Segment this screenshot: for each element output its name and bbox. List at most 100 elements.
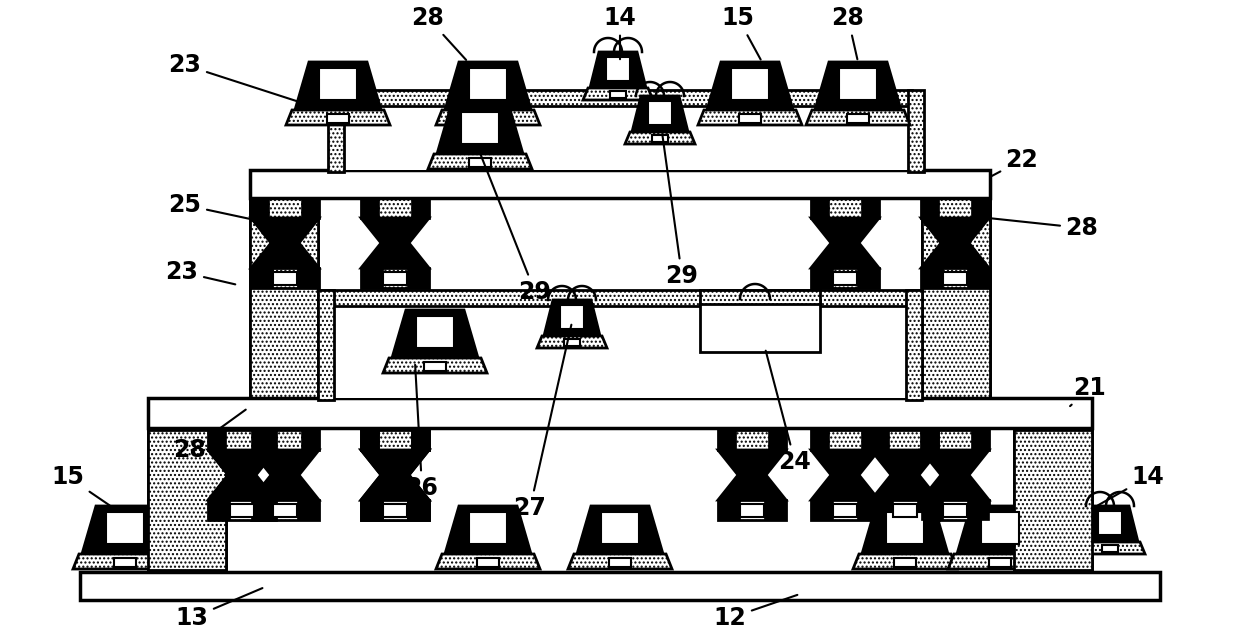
Text: 12: 12 xyxy=(714,595,797,630)
Bar xyxy=(477,558,498,567)
Polygon shape xyxy=(862,506,949,554)
Polygon shape xyxy=(853,554,957,569)
Bar xyxy=(921,198,990,218)
Bar xyxy=(361,268,383,288)
Polygon shape xyxy=(208,450,277,500)
Bar xyxy=(383,272,407,285)
Polygon shape xyxy=(870,450,939,475)
Bar xyxy=(701,290,820,304)
Bar xyxy=(610,91,626,98)
Bar xyxy=(701,300,820,352)
Polygon shape xyxy=(957,506,1043,554)
Bar xyxy=(273,504,298,517)
Bar xyxy=(410,430,429,450)
Bar xyxy=(923,198,990,398)
Bar xyxy=(839,68,877,100)
Bar xyxy=(415,316,454,348)
Text: 29: 29 xyxy=(662,135,698,288)
Bar xyxy=(254,500,277,520)
Bar xyxy=(811,268,833,288)
Bar xyxy=(1014,430,1092,570)
Bar xyxy=(250,500,319,520)
Polygon shape xyxy=(250,218,319,243)
Polygon shape xyxy=(921,218,990,243)
Bar xyxy=(857,500,879,520)
Polygon shape xyxy=(921,475,990,500)
Bar xyxy=(921,198,939,218)
Bar xyxy=(847,114,869,123)
Polygon shape xyxy=(436,110,539,125)
Bar xyxy=(334,290,906,398)
Bar xyxy=(811,430,879,450)
Bar xyxy=(105,512,144,544)
Polygon shape xyxy=(361,243,429,268)
Polygon shape xyxy=(625,132,694,144)
Bar xyxy=(921,500,990,520)
Bar xyxy=(971,430,990,450)
Polygon shape xyxy=(811,243,879,268)
Bar xyxy=(317,290,334,400)
Bar xyxy=(601,512,639,544)
Polygon shape xyxy=(208,450,277,475)
Polygon shape xyxy=(811,218,879,243)
Bar xyxy=(148,430,226,570)
Bar xyxy=(971,198,990,218)
Polygon shape xyxy=(286,110,391,125)
Polygon shape xyxy=(361,475,429,500)
Bar xyxy=(361,500,429,520)
Bar xyxy=(301,198,319,218)
Bar xyxy=(942,504,967,517)
Bar xyxy=(273,272,298,285)
Bar xyxy=(258,430,277,450)
Bar xyxy=(250,198,269,218)
Polygon shape xyxy=(632,96,688,132)
Bar xyxy=(921,430,939,450)
Bar xyxy=(652,135,668,142)
Bar xyxy=(250,430,269,450)
Polygon shape xyxy=(361,218,429,243)
Bar xyxy=(407,500,429,520)
Bar xyxy=(361,430,379,450)
Bar xyxy=(361,430,429,450)
Polygon shape xyxy=(583,88,653,100)
Bar xyxy=(811,500,879,520)
Bar xyxy=(148,398,1092,428)
Text: 23: 23 xyxy=(166,260,236,284)
Polygon shape xyxy=(361,450,429,475)
Bar xyxy=(250,430,319,450)
Polygon shape xyxy=(568,554,672,569)
Text: 21: 21 xyxy=(1070,376,1106,406)
Bar xyxy=(361,430,379,450)
Bar xyxy=(649,101,672,125)
Bar xyxy=(1016,432,1087,568)
Bar xyxy=(732,68,769,100)
Text: 29: 29 xyxy=(479,150,552,304)
Polygon shape xyxy=(436,106,523,154)
Bar xyxy=(407,500,429,520)
Text: 26: 26 xyxy=(405,365,439,500)
Bar xyxy=(361,268,429,288)
Bar xyxy=(153,432,222,568)
Text: 24: 24 xyxy=(766,351,811,474)
Polygon shape xyxy=(921,450,990,475)
Polygon shape xyxy=(921,218,990,268)
Bar xyxy=(208,430,226,450)
Polygon shape xyxy=(698,110,802,125)
Polygon shape xyxy=(811,475,879,500)
Bar xyxy=(967,500,990,520)
Bar xyxy=(861,430,879,450)
Text: 28: 28 xyxy=(832,6,864,60)
Polygon shape xyxy=(949,554,1052,569)
Bar xyxy=(361,500,383,520)
Bar xyxy=(250,500,273,520)
Polygon shape xyxy=(82,506,167,554)
Bar xyxy=(921,268,990,288)
Text: 28: 28 xyxy=(412,6,466,60)
Bar xyxy=(148,430,226,570)
Text: 22: 22 xyxy=(991,148,1038,177)
Bar xyxy=(764,500,786,520)
Bar xyxy=(1102,545,1118,552)
Bar xyxy=(329,90,911,106)
Bar xyxy=(469,512,507,544)
Bar xyxy=(298,268,319,288)
